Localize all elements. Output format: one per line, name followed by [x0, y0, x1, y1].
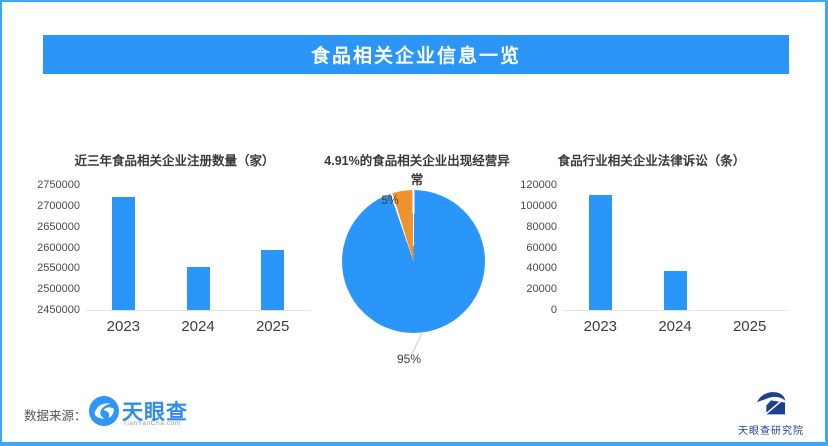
bar-2023: [588, 195, 612, 310]
bar-2024: [663, 271, 687, 310]
y-tick-label: 20000: [526, 283, 557, 296]
y-tick-label: 2550000: [37, 262, 80, 275]
pie-slice-label-5: 5%: [381, 193, 399, 207]
institute-logo-icon: [756, 392, 786, 416]
x-tick-label: 2023: [106, 318, 141, 335]
y-tick-label: 120000: [520, 179, 557, 191]
pie-chart-title: 4.91%的食品相关企业出现经营异常: [324, 154, 510, 187]
y-tick-label: 2750000: [37, 179, 80, 191]
y-tick-label: 80000: [526, 220, 557, 233]
lawsuit-bar-chart: 食品行业相关企业法律诉讼（条） 0 20000 40000 60000 80000 100…: [509, 142, 794, 347]
x-tick-label: 2024: [181, 318, 215, 335]
bar-2024: [186, 267, 210, 310]
institute-wordmark: 天眼查研究院: [738, 426, 804, 437]
x-tick-label: 2025: [255, 318, 290, 335]
registration-bar-chart: 近三年食品相关企业注册数量（家） 2450000 2500000 2550000 26…: [32, 142, 317, 347]
data-source-label: 数据来源：: [24, 409, 87, 423]
registration-x-axis: 2023 2024 2025: [86, 316, 310, 338]
y-tick-label: 60000: [526, 241, 557, 254]
lawsuit-plot-wrap: 0 20000 40000 60000 80000 100000 120000 2023 20…: [509, 179, 794, 345]
registration-chart-title: 近三年食品相关企业注册数量（家）: [74, 154, 275, 168]
page-title: 食品相关企业信息一览: [310, 46, 521, 67]
tianyancha-wordmark: 天眼查: [122, 401, 188, 424]
bar-2025: [261, 250, 285, 310]
header-banner: 食品相关企业信息一览: [43, 35, 789, 74]
pie-graphic: [342, 190, 485, 333]
lawsuit-x-axis: 2023 2024 2025: [563, 316, 787, 338]
tianyancha-eye-icon: [89, 396, 119, 426]
y-tick-label: 100000: [520, 199, 557, 212]
registration-y-axis: 2450000 2500000 2550000 2600000 2650000 27000…: [32, 179, 80, 316]
bar-2023: [111, 197, 135, 310]
x-tick-label: 2023: [583, 318, 618, 335]
tianyancha-domain-text: TianYanCha.com: [123, 420, 181, 427]
lawsuit-plot-area: [563, 185, 787, 311]
y-tick-label: 2450000: [37, 304, 80, 316]
pie-slice-label-95: 95%: [396, 352, 422, 366]
registration-plot-area: [86, 185, 310, 311]
lawsuit-y-axis: 0 20000 40000 60000 80000 100000 120000: [509, 179, 557, 316]
y-tick-label: 2600000: [37, 241, 80, 254]
institute-logo-block: 天眼查研究院: [733, 390, 809, 437]
x-tick-label: 2025: [732, 318, 767, 335]
y-tick-label: 0: [550, 304, 557, 316]
y-tick-label: 2500000: [37, 283, 80, 296]
registration-plot-wrap: 2450000 2500000 2550000 2600000 2650000 27000…: [32, 179, 317, 345]
abnormal-operation-pie-chart: 4.91%的食品相关企业出现经营异常 5% 95%: [322, 142, 512, 377]
y-tick-label: 40000: [526, 262, 557, 275]
lawsuit-chart-title: 食品行业相关企业法律诉讼（条）: [557, 154, 746, 168]
y-tick-label: 2700000: [37, 199, 80, 212]
y-tick-label: 2650000: [37, 220, 80, 233]
x-tick-label: 2024: [658, 318, 692, 335]
